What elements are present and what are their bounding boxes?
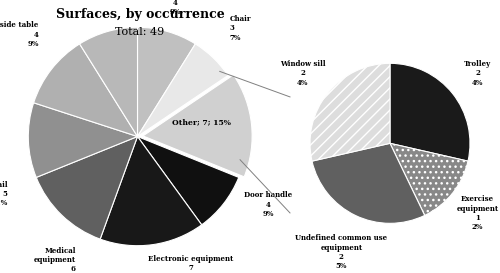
Wedge shape (390, 63, 470, 161)
Text: Bed side table
4
9%: Bed side table 4 9% (0, 21, 38, 48)
Text: Other; 7; 15%: Other; 7; 15% (172, 118, 231, 126)
Wedge shape (138, 44, 228, 136)
Text: Undefined common use
equipment
2
5%: Undefined common use equipment 2 5% (296, 235, 388, 270)
Text: Total: 49: Total: 49 (116, 27, 164, 37)
Text: Surfaces, by occurrence: Surfaces, by occurrence (56, 8, 224, 21)
Text: Chair
3
7%: Chair 3 7% (230, 15, 251, 41)
Wedge shape (390, 143, 468, 215)
Wedge shape (34, 44, 138, 136)
Wedge shape (138, 136, 238, 225)
Wedge shape (36, 136, 138, 239)
Text: Button (water machine,
elevator, beepers, tv remote
controls, can bell)
4
9%: Button (water machine, elevator, beepers… (120, 0, 230, 16)
Text: Exercise
equipment
1
2%: Exercise equipment 1 2% (456, 195, 498, 231)
Text: Trolley
2
4%: Trolley 2 4% (464, 60, 491, 87)
Wedge shape (100, 136, 202, 246)
Wedge shape (143, 75, 252, 177)
Text: Electronic equipment
7
16%: Electronic equipment 7 16% (148, 255, 234, 273)
Text: Bed rail
5
11%: Bed rail 5 11% (0, 181, 8, 207)
Text: Window sill
2
4%: Window sill 2 4% (280, 60, 325, 87)
Text: Door handle
4
9%: Door handle 4 9% (244, 191, 292, 218)
Text: Medical
equipment
6
13%: Medical equipment 6 13% (34, 247, 76, 273)
Wedge shape (138, 27, 196, 136)
Wedge shape (310, 63, 390, 161)
Wedge shape (28, 103, 138, 177)
Wedge shape (312, 143, 424, 223)
Wedge shape (80, 27, 138, 136)
